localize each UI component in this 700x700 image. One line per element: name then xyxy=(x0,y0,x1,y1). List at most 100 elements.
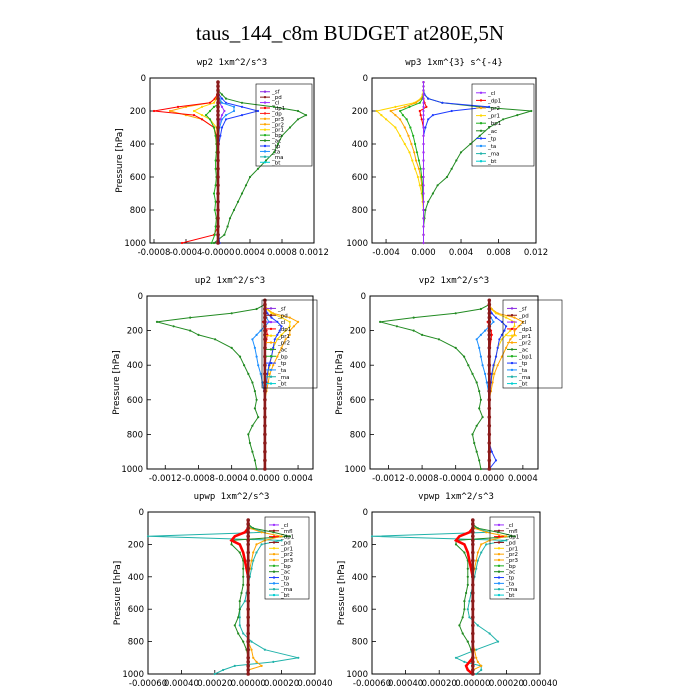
data-point-ac xyxy=(458,624,461,627)
data-point-ac xyxy=(412,316,415,319)
data-point-ac xyxy=(379,320,382,323)
legend-marker-bt xyxy=(497,593,501,597)
x-tick-label: -0.0000 xyxy=(202,248,235,258)
data-point-dp1 xyxy=(238,543,241,546)
legend-marker-pr2 xyxy=(269,341,273,344)
data-point-pd xyxy=(246,668,250,672)
data-point-pd xyxy=(216,233,220,237)
x-tick-label: 0.0004 xyxy=(283,474,313,484)
y-axis-label: Pressure [hPa] xyxy=(112,350,122,415)
data-point-pr1 xyxy=(276,338,279,341)
y-tick-label: 200 xyxy=(350,327,366,337)
data-point-pr1 xyxy=(192,109,196,113)
legend-label-sf: _sf xyxy=(271,90,281,96)
data-point-bp xyxy=(213,208,216,212)
data-point-pr2 xyxy=(267,381,270,384)
legend-marker-cl xyxy=(510,320,514,324)
data-point-pd xyxy=(471,518,475,522)
data-point-pd xyxy=(487,307,492,311)
legend-marker-pd xyxy=(269,314,273,317)
y-axis-label: Pressure [hPa] xyxy=(337,561,347,626)
plot-frame xyxy=(146,295,314,470)
legend-label-bt: _bt xyxy=(487,159,497,165)
legend-label-pr2: _pr2 xyxy=(271,122,284,128)
x-tick-label: 0.0000 xyxy=(250,474,280,484)
data-point-pd xyxy=(246,575,250,579)
legend-label-ma: _ma xyxy=(277,375,289,381)
data-point-pr1 xyxy=(284,329,287,332)
y-tick-label: 400 xyxy=(352,573,368,583)
data-point-dp1 xyxy=(463,543,466,546)
data-point-ac xyxy=(236,200,240,203)
legend-marker-ta xyxy=(263,150,267,153)
data-point-pd xyxy=(216,158,220,163)
legend-label-bt: _bt xyxy=(277,382,287,388)
legend-label-bt: _bt xyxy=(271,160,281,166)
data-point-tp xyxy=(505,325,508,328)
data-point-pd xyxy=(471,623,475,628)
legend-label-cl: _cl xyxy=(487,91,496,97)
data-point-dp1 xyxy=(468,660,471,664)
data-point-dp1 xyxy=(152,109,156,113)
data-point-tp xyxy=(224,101,228,104)
data-point-pr2 xyxy=(260,531,263,534)
data-point-pd xyxy=(263,320,267,324)
data-point-ma xyxy=(370,535,374,538)
data-point-tp xyxy=(490,312,493,315)
data-point-ac xyxy=(251,450,254,453)
legend-marker-bp xyxy=(263,133,267,137)
legend-label-pr1: _pr1 xyxy=(487,114,500,120)
data-point-ma xyxy=(475,567,478,570)
data-point-pr2 xyxy=(475,656,478,659)
x-tick-label: 0.008 xyxy=(486,248,510,258)
data-point-ma xyxy=(454,656,458,659)
data-point-ac xyxy=(189,316,192,319)
chart-panel-2: wp3 1xm^{3} s^{-4} 0 200 400 600 800 1000 -0.00… xyxy=(346,58,548,258)
y-tick-label: 400 xyxy=(130,140,146,150)
data-point-tp xyxy=(500,320,503,323)
data-point-pr2 xyxy=(389,109,392,113)
series-line-tp xyxy=(423,82,490,243)
legend-label-pr3: _pr3 xyxy=(280,558,294,564)
data-point-ma xyxy=(213,672,216,676)
data-point-ac xyxy=(288,535,291,538)
data-point-pr2 xyxy=(250,648,253,651)
legend-marker-ma xyxy=(269,375,273,378)
data-point-pd xyxy=(246,639,250,644)
data-point-ac xyxy=(488,126,491,129)
data-point-pd xyxy=(246,660,250,664)
x-tick-label: 0.00020 xyxy=(489,679,524,689)
data-point-bp xyxy=(212,192,216,195)
data-point-ac xyxy=(412,329,415,332)
legend-label-ac: _ac xyxy=(505,570,515,576)
data-point-pd xyxy=(216,241,220,245)
legend-marker-ma xyxy=(479,152,483,155)
series-line-ma xyxy=(371,520,507,675)
data-point-pr1 xyxy=(411,159,414,162)
data-point-pr2 xyxy=(168,109,172,113)
data-point-bp xyxy=(213,233,216,236)
legend-label-pd: _pd xyxy=(271,95,282,101)
data-point-bp xyxy=(212,105,216,108)
data-point-ta xyxy=(259,329,262,332)
data-point-ac xyxy=(288,126,292,129)
y-tick-label: 1000 xyxy=(344,465,366,475)
legend-label-dp1: _dp1 xyxy=(518,327,532,333)
plot-frame xyxy=(149,77,315,244)
data-point-ac xyxy=(238,551,241,554)
data-point-ac xyxy=(214,338,217,341)
data-point-ta xyxy=(257,364,260,367)
data-point-ac xyxy=(238,608,241,611)
data-point-ac xyxy=(516,114,519,117)
data-point-ma xyxy=(463,660,466,664)
legend-label-ta: _ta xyxy=(277,368,286,374)
plot-frame xyxy=(371,511,541,675)
legend-marker-ta xyxy=(272,582,276,585)
data-point-cl xyxy=(422,151,425,154)
data-point-ta xyxy=(475,338,478,341)
legend-marker-tp xyxy=(269,361,273,365)
plot-frame xyxy=(371,77,537,244)
legend-marker-ta xyxy=(497,582,501,585)
data-point-ma xyxy=(488,632,491,635)
data-point-pr1 xyxy=(505,316,508,319)
